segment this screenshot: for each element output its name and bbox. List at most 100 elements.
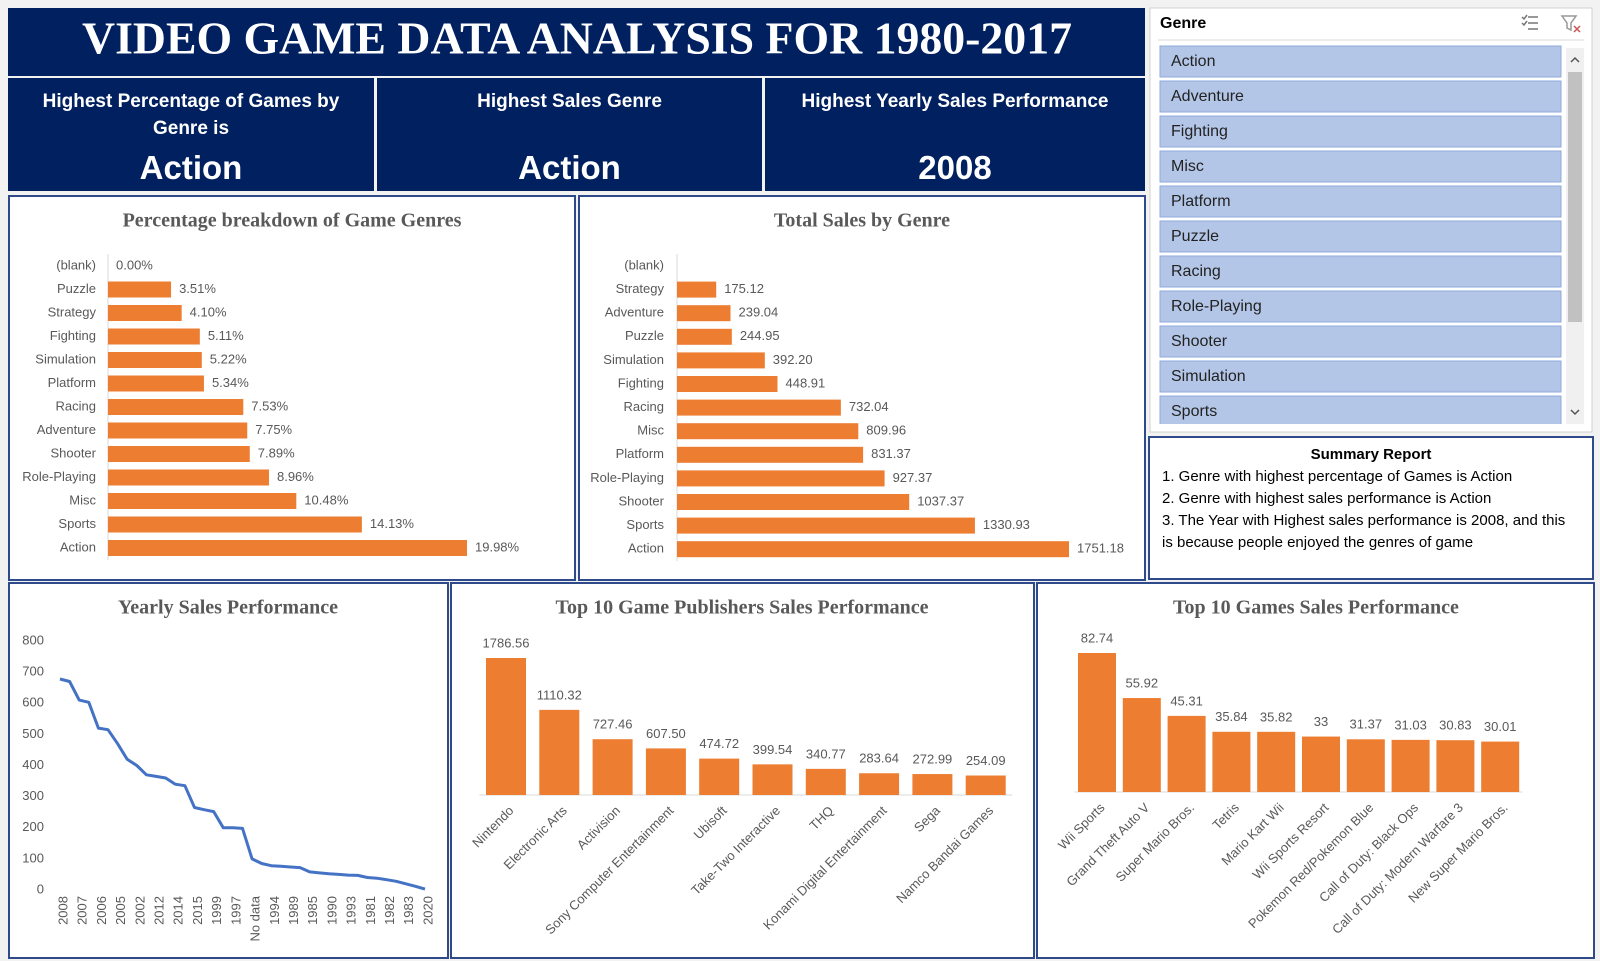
slicer-item[interactable] bbox=[1159, 115, 1562, 148]
scrollbar-thumb[interactable] bbox=[1568, 72, 1582, 322]
multi-select-icon[interactable] bbox=[1521, 14, 1538, 30]
bar bbox=[1167, 715, 1206, 792]
bar bbox=[108, 540, 467, 556]
value-label: 35.82 bbox=[1260, 709, 1293, 724]
value-label: 244.95 bbox=[740, 328, 780, 343]
slicer-title: Genre bbox=[1160, 15, 1206, 32]
value-label: 0.00% bbox=[116, 257, 153, 272]
slicer-item-label[interactable]: Racing bbox=[1171, 263, 1221, 280]
slicer-item[interactable] bbox=[1159, 185, 1562, 218]
value-label: 1110.32 bbox=[537, 687, 582, 702]
bar bbox=[1436, 740, 1475, 792]
slicer-item[interactable] bbox=[1159, 80, 1562, 113]
value-label: 283.64 bbox=[859, 751, 899, 766]
value-label: 399.54 bbox=[753, 742, 793, 757]
slicer-item[interactable] bbox=[1159, 395, 1562, 427]
value-label: 5.11% bbox=[208, 328, 244, 343]
summary-title: Summary Report bbox=[1310, 446, 1432, 463]
slicer-item-label[interactable]: Misc bbox=[1171, 158, 1204, 175]
bar bbox=[677, 423, 859, 440]
y-tick-label: 800 bbox=[22, 632, 44, 647]
value-label: 30.01 bbox=[1484, 719, 1517, 734]
value-label: 831.37 bbox=[871, 446, 911, 461]
slicer-item-label[interactable]: Role-Playing bbox=[1171, 298, 1262, 315]
slicer-item[interactable] bbox=[1159, 150, 1562, 183]
category-label: Strategy bbox=[48, 304, 97, 319]
bar bbox=[108, 375, 204, 392]
category-label: Racing bbox=[56, 398, 96, 413]
bar bbox=[592, 739, 633, 795]
kpi-value: Action bbox=[139, 149, 243, 186]
slicer-item-label[interactable]: Simulation bbox=[1171, 368, 1246, 385]
bar bbox=[1391, 739, 1430, 792]
slicer-item-label[interactable]: Adventure bbox=[1171, 88, 1244, 105]
x-tick-label: No data bbox=[248, 895, 263, 941]
bar bbox=[108, 352, 202, 368]
category-label: Misc bbox=[69, 492, 96, 507]
slicer-item-label[interactable]: Action bbox=[1171, 53, 1215, 70]
title-banner bbox=[8, 8, 1145, 76]
bar bbox=[108, 399, 244, 415]
category-label: Shooter bbox=[50, 445, 96, 460]
panel bbox=[578, 195, 1146, 581]
bar bbox=[645, 748, 686, 795]
slicer-item-label[interactable]: Puzzle bbox=[1171, 228, 1219, 245]
bar bbox=[699, 758, 740, 795]
chart-title: Total Sales by Genre bbox=[774, 210, 950, 232]
slicer-item[interactable] bbox=[1159, 45, 1562, 78]
line bbox=[59, 677, 426, 891]
category-label: Sports bbox=[626, 517, 664, 532]
value-label: 1751.18 bbox=[1077, 541, 1124, 556]
value-label: 272.99 bbox=[913, 752, 953, 767]
category-label: Puzzle bbox=[57, 281, 96, 296]
x-tick-label: 2005 bbox=[113, 896, 128, 925]
slicer-item[interactable] bbox=[1159, 290, 1562, 323]
summary-line: 3. The Year with Highest sales performan… bbox=[1162, 512, 1566, 551]
category-label: Action bbox=[60, 539, 96, 554]
slicer-item-label[interactable]: Sports bbox=[1171, 403, 1217, 420]
value-label: 8.96% bbox=[277, 469, 314, 484]
category-label: Action bbox=[628, 541, 664, 556]
value-label: 809.96 bbox=[866, 423, 906, 438]
category-label: (blank) bbox=[56, 257, 96, 272]
kpi-card: Highest Percentage of Games by Genre is A… bbox=[8, 78, 374, 191]
scroll-arrows[interactable] bbox=[1570, 56, 1580, 416]
value-label: 448.91 bbox=[785, 375, 825, 390]
y-tick-label: 200 bbox=[22, 819, 44, 834]
x-tick-label: 1997 bbox=[228, 896, 243, 925]
category-label: Misc bbox=[637, 423, 664, 438]
value-label: 7.89% bbox=[258, 445, 295, 460]
bar bbox=[108, 446, 250, 462]
slicer-item-label[interactable]: Shooter bbox=[1171, 333, 1228, 350]
summary-line: 1. Genre with highest percentage of Game… bbox=[1162, 468, 1513, 485]
x-tick-label: 1982 bbox=[382, 896, 397, 925]
value-label: 5.34% bbox=[212, 375, 249, 390]
clear-filter-icon[interactable] bbox=[1560, 15, 1581, 33]
bar bbox=[1302, 736, 1340, 792]
category-label: Adventure bbox=[605, 305, 664, 320]
value-label: 254.09 bbox=[966, 753, 1006, 768]
slicer-item-label[interactable]: Fighting bbox=[1171, 123, 1228, 140]
value-label: 392.20 bbox=[773, 352, 813, 367]
value-label: 3.51% bbox=[179, 281, 216, 296]
x-tick-label: 2008 bbox=[55, 896, 70, 925]
category-label: Fighting bbox=[618, 375, 664, 390]
kpi-value: 2008 bbox=[918, 149, 992, 186]
bar bbox=[486, 658, 526, 795]
value-label: 1786.56 bbox=[483, 635, 530, 650]
slicer-item[interactable] bbox=[1159, 255, 1562, 288]
bar bbox=[677, 470, 885, 487]
value-label: 927.37 bbox=[893, 470, 933, 485]
value-label: 82.74 bbox=[1081, 630, 1114, 645]
kpi-card: Highest Yearly Sales Performance 2008 bbox=[765, 78, 1145, 191]
slicer-item[interactable] bbox=[1159, 325, 1562, 358]
value-label: 35.84 bbox=[1215, 709, 1248, 724]
category-label: Strategy bbox=[616, 281, 665, 296]
x-tick-label: 2002 bbox=[132, 896, 147, 925]
value-label: 5.22% bbox=[210, 351, 247, 366]
slicer-item[interactable] bbox=[1159, 220, 1562, 253]
slicer-item-label[interactable]: Platform bbox=[1171, 193, 1231, 210]
category-label: Sports bbox=[58, 516, 96, 531]
slicer-item[interactable] bbox=[1159, 360, 1562, 393]
